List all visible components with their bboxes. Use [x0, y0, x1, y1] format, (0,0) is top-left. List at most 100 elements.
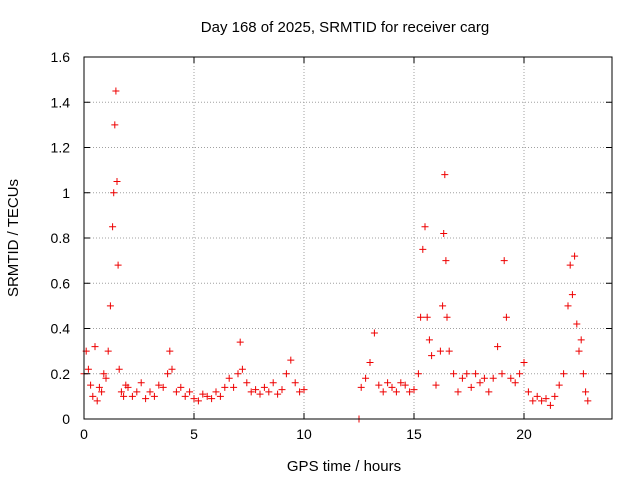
data-point: [146, 388, 154, 396]
data-point: [155, 381, 163, 389]
data-point: [414, 370, 422, 378]
data-point: [524, 388, 532, 396]
y-tick-label: 1.6: [51, 49, 71, 65]
data-point: [450, 370, 458, 378]
data-point: [472, 370, 480, 378]
data-point: [111, 121, 119, 129]
data-point: [150, 392, 158, 400]
data-point: [440, 229, 448, 237]
data-point: [445, 347, 453, 355]
data-point: [89, 392, 97, 400]
data-point: [489, 374, 497, 382]
data-point: [230, 383, 238, 391]
data-point: [93, 397, 101, 405]
data-point: [260, 383, 268, 391]
data-point: [432, 381, 440, 389]
data-point: [194, 397, 202, 405]
data-point: [109, 223, 117, 231]
data-point: [278, 386, 286, 394]
data-point: [172, 388, 180, 396]
y-tick-label: 0.2: [51, 366, 71, 382]
data-point: [282, 370, 290, 378]
data-points: [80, 87, 592, 423]
data-point: [238, 365, 246, 373]
data-point: [203, 392, 211, 400]
data-point: [428, 352, 436, 360]
data-point: [546, 401, 554, 409]
data-point: [117, 388, 125, 396]
data-point: [442, 257, 450, 265]
data-point: [443, 313, 451, 321]
data-point: [296, 388, 304, 396]
data-point: [441, 171, 449, 179]
data-point: [423, 313, 431, 321]
data-point: [199, 390, 207, 398]
data-point: [95, 383, 103, 391]
data-point: [579, 370, 587, 378]
data-point: [566, 261, 574, 269]
data-point: [500, 257, 508, 265]
x-axis-label: GPS time / hours: [287, 458, 401, 475]
data-point: [115, 365, 123, 373]
x-tick-label: 10: [296, 426, 312, 442]
y-tick-label: 0.6: [51, 275, 71, 291]
x-tick-label: 20: [516, 426, 532, 442]
data-point: [568, 291, 576, 299]
data-point: [212, 388, 220, 396]
data-point: [362, 374, 370, 382]
y-tick-label: 0.8: [51, 230, 71, 246]
data-point: [406, 388, 414, 396]
data-point: [120, 392, 128, 400]
data-point: [91, 343, 99, 351]
data-point: [454, 388, 462, 396]
data-point: [551, 392, 559, 400]
data-point: [560, 370, 568, 378]
x-tick-label: 0: [80, 426, 88, 442]
data-point: [186, 388, 194, 396]
tick-labels: 0 5 10 15 20 0 0.2 0.4 0.6 0.8 1 1.2 1.4 1.6: [51, 49, 532, 442]
data-point: [243, 379, 251, 387]
data-point: [234, 370, 242, 378]
data-point: [577, 336, 585, 344]
data-point: [112, 87, 120, 95]
data-point: [256, 390, 264, 398]
data-point: [236, 338, 244, 346]
data-point: [110, 189, 118, 197]
data-point: [511, 379, 519, 387]
data-point: [480, 374, 488, 382]
data-point: [137, 379, 145, 387]
y-tick-label: 1: [62, 185, 70, 201]
data-point: [274, 390, 282, 398]
data-point: [573, 320, 581, 328]
data-point: [417, 313, 425, 321]
data-point: [571, 252, 579, 260]
y-axis-label: SRMTID / TECUs: [5, 179, 22, 297]
data-point: [87, 381, 95, 389]
data-point: [584, 397, 592, 405]
data-point: [221, 383, 229, 391]
data-point: [538, 397, 546, 405]
data-point: [529, 397, 537, 405]
data-point: [516, 370, 524, 378]
grid-lines: [84, 57, 612, 419]
data-point: [401, 381, 409, 389]
data-point: [384, 379, 392, 387]
data-point: [128, 392, 136, 400]
data-point: [502, 313, 510, 321]
data-point: [190, 395, 198, 403]
data-point: [575, 347, 583, 355]
data-point: [421, 223, 429, 231]
data-point: [507, 374, 515, 382]
y-tick-label: 0.4: [51, 321, 71, 337]
data-point: [498, 370, 506, 378]
data-point: [439, 302, 447, 310]
data-point: [419, 245, 427, 253]
data-point: [375, 381, 383, 389]
data-point: [582, 388, 590, 396]
data-point: [542, 395, 550, 403]
data-point: [494, 343, 502, 351]
data-point: [100, 370, 108, 378]
data-point: [225, 374, 233, 382]
y-tick-label: 1.2: [51, 140, 71, 156]
data-point: [166, 347, 174, 355]
